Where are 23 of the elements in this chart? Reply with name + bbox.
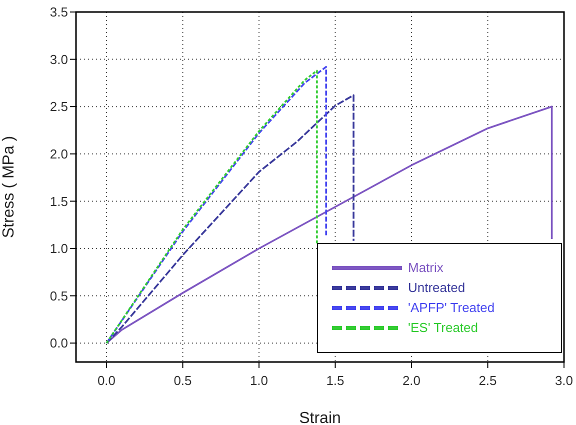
text: 'APFP' Treated xyxy=(408,300,495,315)
y-tick-label: 2.0 xyxy=(50,146,68,162)
x-tick-label: 2.0 xyxy=(402,373,421,388)
x-tick-label: 1.0 xyxy=(250,373,268,388)
y-tick-label: 0.0 xyxy=(50,336,68,351)
x-tick-label: 1.5 xyxy=(326,373,344,388)
y-tick-label: 1.5 xyxy=(50,194,68,209)
line-series xyxy=(106,94,354,344)
y-tick-label: 2.5 xyxy=(50,99,68,114)
x-tick-label: 0.5 xyxy=(174,373,192,388)
y-tick-label: 3.5 xyxy=(50,4,68,20)
text: 'ES' Treated xyxy=(408,320,478,335)
y-axis-title: Stress ( MPa ) xyxy=(0,136,18,238)
x-tick-label: 2.5 xyxy=(478,373,497,388)
y-tick-label: 1.0 xyxy=(50,241,68,256)
x-axis-title: Strain xyxy=(299,410,341,425)
y-tick-label: 3.0 xyxy=(50,52,68,67)
text: Untreated xyxy=(408,280,466,295)
y-tick-label: 0.5 xyxy=(50,288,68,304)
x-tick-label: 3.0 xyxy=(554,373,574,388)
text: Matrix xyxy=(408,260,444,275)
line-series xyxy=(106,106,553,344)
x-tick-label: 0.0 xyxy=(97,373,116,388)
